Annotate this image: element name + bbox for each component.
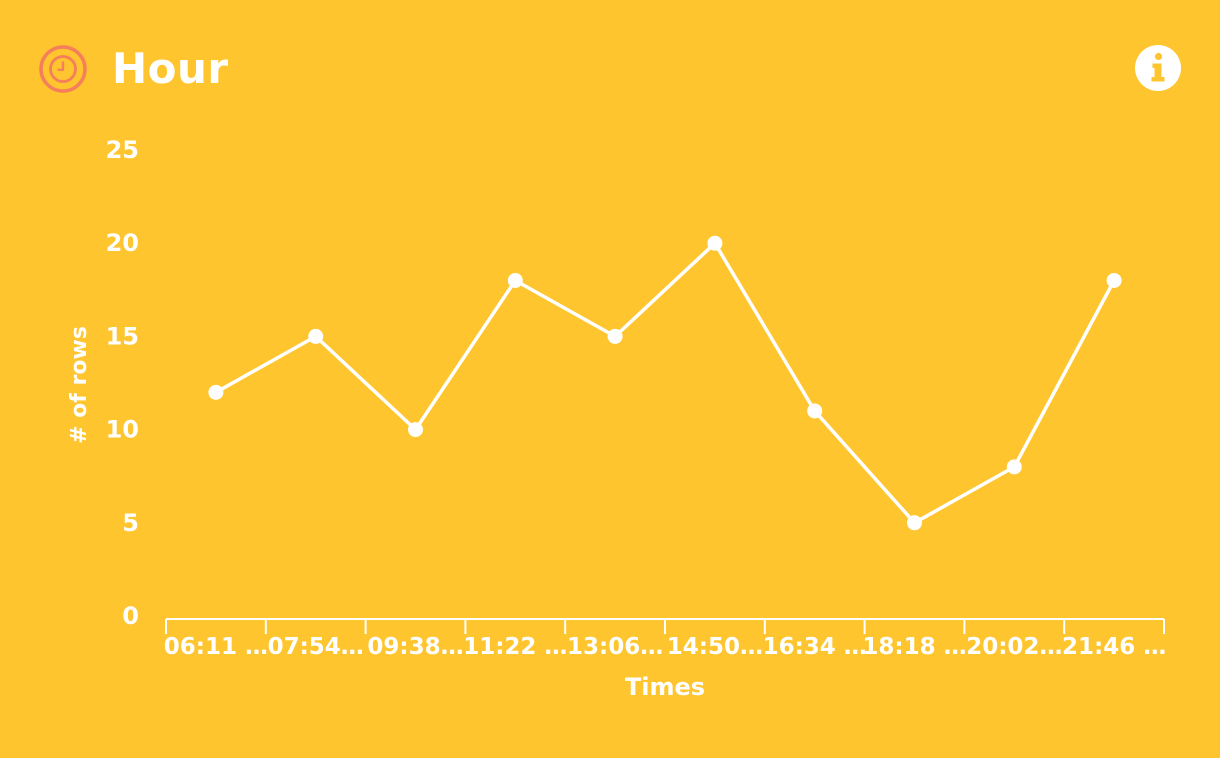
data-point[interactable]	[707, 235, 723, 251]
page-title: Hour	[112, 44, 229, 93]
x-axis: 06:11 … 07:54… 09:38… 11:22 … 13:06… 14:50… 16…	[164, 618, 1166, 660]
x-tick-label: 09:38…	[367, 634, 463, 660]
x-tick-label: 13:06…	[567, 634, 663, 660]
y-tick-label: 10	[106, 416, 139, 444]
data-point[interactable]	[208, 384, 224, 400]
info-button[interactable]	[1134, 44, 1182, 92]
y-axis: 0 5 10 15 20 25	[106, 136, 139, 630]
y-axis-label: # of rows	[67, 326, 92, 444]
data-point[interactable]	[507, 272, 523, 288]
x-tick-label: 07:54…	[268, 634, 364, 660]
x-tick-label: 06:11 …	[164, 634, 268, 660]
x-tick-label: 18:18 …	[862, 634, 966, 660]
data-point[interactable]	[1106, 272, 1122, 288]
x-tick-label: 21:46 …	[1062, 634, 1166, 660]
clock-icon	[39, 45, 87, 93]
y-tick-label: 20	[106, 229, 139, 257]
data-point[interactable]	[607, 328, 623, 344]
x-tick-label: 11:22 …	[463, 634, 567, 660]
data-point[interactable]	[1006, 459, 1022, 475]
series-path	[214, 241, 1116, 525]
chart-header: Hour	[38, 38, 229, 100]
data-point[interactable]	[408, 422, 423, 438]
x-tick-label: 20:02…	[966, 634, 1062, 660]
y-tick-label: 15	[106, 322, 139, 350]
y-tick-label: 0	[122, 602, 139, 630]
data-point[interactable]	[807, 403, 823, 419]
x-axis-label: Times	[625, 673, 705, 701]
data-point[interactable]	[907, 515, 922, 531]
series-line	[208, 235, 1122, 531]
x-tick-label: 14:50…	[667, 634, 763, 660]
y-tick-label: 25	[106, 136, 139, 164]
data-point[interactable]	[308, 328, 324, 344]
x-tick-label: 16:34 …	[763, 634, 867, 660]
info-icon	[1135, 45, 1181, 91]
y-tick-label: 5	[122, 509, 139, 537]
